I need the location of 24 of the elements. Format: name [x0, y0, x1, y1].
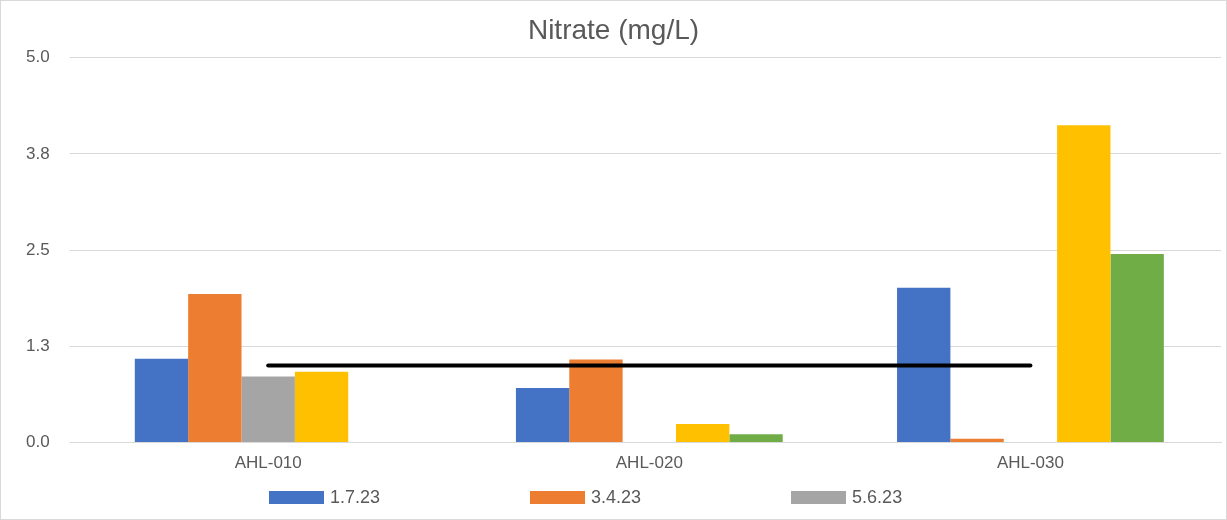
- bar: [241, 376, 295, 443]
- bar: [294, 371, 349, 443]
- bar: [950, 438, 1004, 443]
- y-tick-label: 1.3: [25, 336, 50, 356]
- bar: [1057, 125, 1111, 443]
- bar: [569, 359, 623, 443]
- bar: [1110, 253, 1164, 443]
- bar: [676, 424, 730, 443]
- legend-label: 1.7.23: [330, 486, 381, 508]
- legend-label: 3.4.23: [591, 486, 642, 508]
- y-tick-label: 3.8: [25, 143, 50, 163]
- bar: [515, 387, 570, 443]
- y-tick-label: 5.0: [25, 47, 50, 67]
- x-tick-label: AHL-030: [996, 453, 1064, 473]
- legend-label: 5.6.23: [852, 486, 903, 508]
- bar: [897, 287, 951, 443]
- y-tick-label: 0.0: [25, 432, 50, 452]
- y-tick-label: 2.5: [25, 239, 50, 259]
- bar: [729, 434, 783, 443]
- x-tick-label: AHL-010: [234, 453, 302, 473]
- bar: [188, 293, 242, 443]
- bar: [134, 358, 189, 443]
- chart-title: Nitrate (mg/L): [527, 13, 700, 45]
- x-tick-label: AHL-020: [615, 453, 683, 473]
